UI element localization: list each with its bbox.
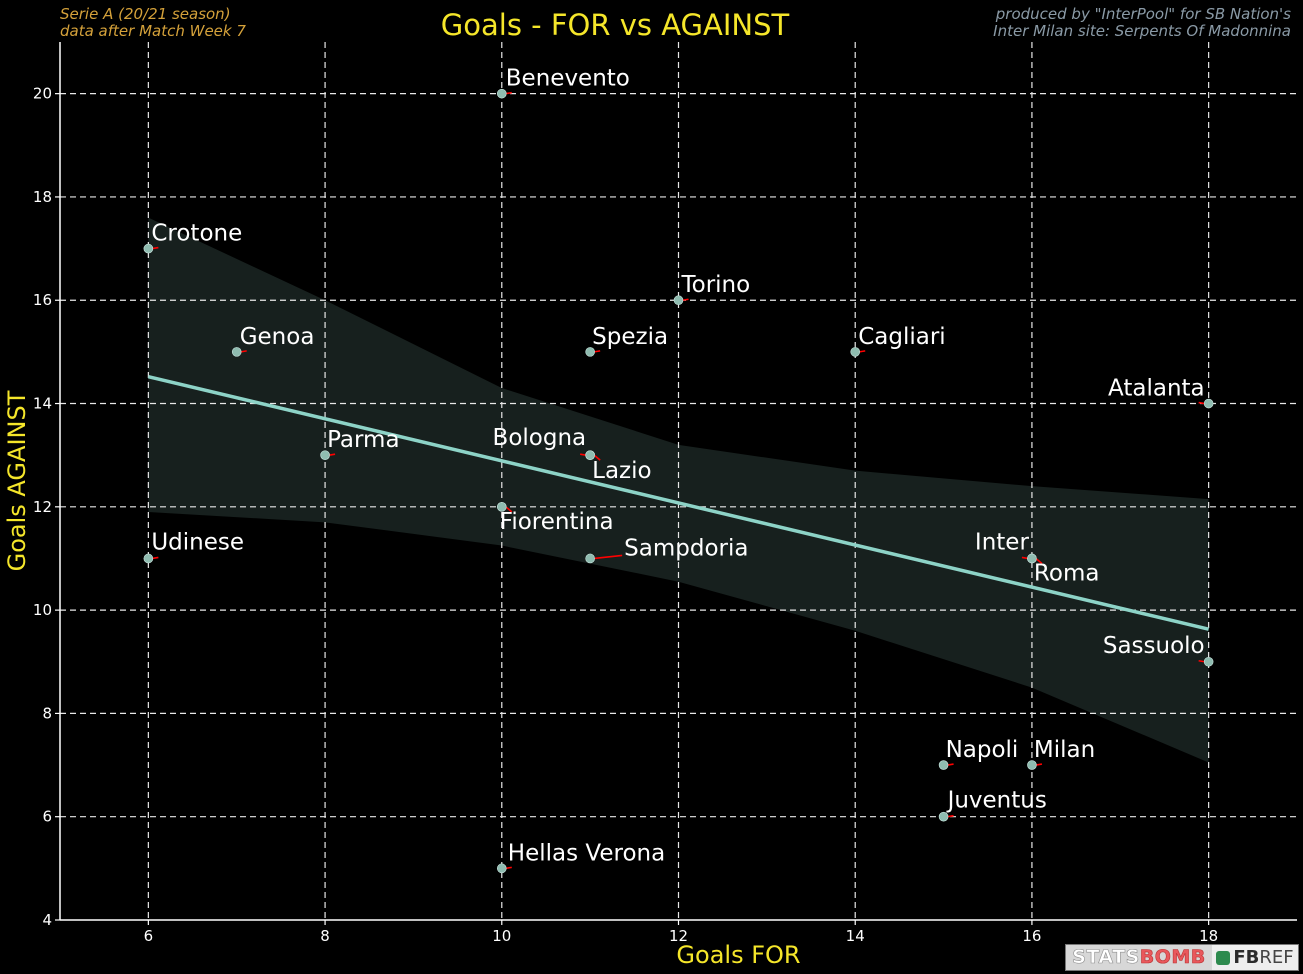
team-label: Inter <box>975 529 1030 555</box>
y-tick-label: 12 <box>33 498 52 516</box>
annotation-arrow <box>152 556 159 560</box>
annotation-arrow <box>1198 659 1205 663</box>
statsbomb-logo-part-2: BOMB <box>1139 946 1206 969</box>
team-label: Sassuolo <box>1103 633 1205 659</box>
annotation-arrow <box>1035 763 1043 766</box>
y-tick-label: 18 <box>33 188 52 206</box>
team-point <box>1203 656 1214 667</box>
team-label: Sampdoria <box>624 535 748 561</box>
team-point <box>231 347 242 357</box>
team-label: Roma <box>1034 560 1100 586</box>
annotation-arrow <box>947 763 954 766</box>
team-label: Spezia <box>592 324 668 350</box>
team-label: Benevento <box>506 66 630 92</box>
y-tick-label: 16 <box>33 291 52 309</box>
annotation-arrow <box>328 453 336 456</box>
team-point <box>1027 760 1037 770</box>
team-point <box>496 88 507 99</box>
team-label: Cagliari <box>858 324 945 350</box>
x-tick-label: 8 <box>320 927 330 945</box>
credit-note: produced by "InterPool" for SB Nation's … <box>993 6 1291 40</box>
annotation-arrow <box>594 350 601 353</box>
team-label: Parma <box>327 427 399 453</box>
season-note-line-1: Serie A (20/21 season) <box>60 5 231 23</box>
x-tick-label: 18 <box>1199 927 1218 945</box>
y-tick-label: 10 <box>33 601 52 619</box>
team-label: Juventus <box>946 788 1047 814</box>
annotation-arrow <box>152 246 159 250</box>
team-label: Torino <box>681 272 751 298</box>
confidence-band <box>148 217 1209 763</box>
annotation-arrow <box>505 91 512 95</box>
team-label: Atalanta <box>1108 376 1205 402</box>
x-tick-label: 14 <box>846 927 865 945</box>
team-point <box>673 295 684 306</box>
y-tick-label: 14 <box>33 395 52 413</box>
annotation-arrow <box>1021 556 1029 560</box>
y-tick-label: 8 <box>42 704 52 722</box>
annotation-arrow <box>859 350 866 353</box>
team-point <box>496 863 507 874</box>
annotation-arrow <box>240 350 247 353</box>
team-point <box>143 553 154 564</box>
season-note-line-2: data after Match Week 7 <box>60 22 246 40</box>
annotation-arrow <box>593 454 601 461</box>
team-point <box>938 760 949 770</box>
regression-line <box>147 374 1210 631</box>
team-label: Crotone <box>151 221 242 247</box>
fbref-icon <box>1216 950 1231 965</box>
team-point <box>585 553 595 564</box>
fbref-part-2: REF <box>1259 947 1294 968</box>
source-logos: STATSBOMB FBREF <box>1065 944 1299 971</box>
y-axis-label: Goals AGAINST <box>3 390 31 571</box>
annotation-arrow <box>1035 557 1043 565</box>
y-tick-label: 4 <box>42 911 52 929</box>
team-label: Genoa <box>240 324 315 350</box>
fbref-logo: FBREF <box>1212 945 1298 970</box>
team-label: Bologna <box>493 425 587 451</box>
annotation-arrow <box>594 554 623 560</box>
team-label: Fiorentina <box>500 509 614 535</box>
x-tick-label: 6 <box>144 927 154 945</box>
y-tick-label: 20 <box>33 85 52 103</box>
team-point <box>143 243 154 254</box>
team-label: Udinese <box>151 529 244 555</box>
chart-title: Goals - FOR vs AGAINST <box>440 8 790 42</box>
annotation-arrow <box>1198 401 1205 405</box>
annotation-arrow <box>580 453 587 456</box>
team-label: Lazio <box>592 458 651 484</box>
season-note: Serie A (20/21 season) data after Match … <box>60 6 246 40</box>
x-tick-label: 16 <box>1022 927 1041 945</box>
annotation-arrow <box>505 506 513 513</box>
team-point <box>496 502 507 512</box>
team-label: Milan <box>1034 737 1095 763</box>
y-tick-label: 6 <box>42 808 52 826</box>
annotation-arrow <box>505 866 512 870</box>
team-point <box>585 347 595 357</box>
credit-note-line-1: produced by "InterPool" for SB Nation's <box>995 5 1291 23</box>
x-tick-label: 10 <box>492 927 511 945</box>
team-point <box>938 811 949 822</box>
team-point <box>585 450 595 460</box>
annotation-arrow <box>947 814 954 818</box>
credit-note-line-2: Inter Milan site: Serpents Of Madonnina <box>993 22 1291 40</box>
fbref-wordmark: FBREF <box>1233 947 1293 968</box>
statsbomb-logo: STATSBOMB <box>1066 945 1212 970</box>
annotation-arrow <box>682 298 689 302</box>
team-point <box>1203 398 1214 409</box>
team-point <box>320 450 330 460</box>
x-axis-label: Goals FOR <box>676 941 800 969</box>
team-label: Napoli <box>946 737 1019 763</box>
statsbomb-logo-part-1: STATS <box>1072 946 1140 969</box>
fbref-part-1: FB <box>1233 947 1260 968</box>
team-label: Hellas Verona <box>508 840 665 866</box>
x-tick-label: 12 <box>669 927 688 945</box>
team-point <box>850 347 861 357</box>
team-point <box>1027 553 1037 564</box>
